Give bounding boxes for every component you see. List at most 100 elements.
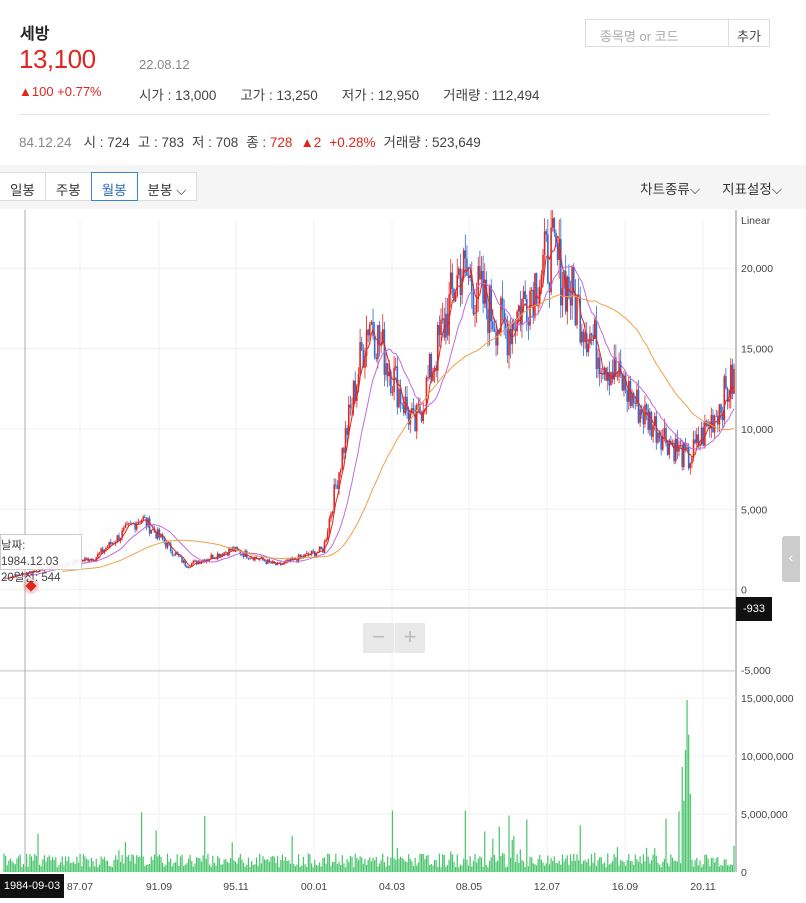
candle-body — [449, 272, 452, 295]
tab-weekly[interactable]: 주봉 — [44, 172, 92, 201]
volume-bar — [531, 857, 533, 872]
ma5-line — [8, 235, 735, 579]
candle-body — [106, 547, 109, 549]
volume-bar — [524, 866, 526, 872]
volume-bar — [681, 766, 683, 872]
tooltip-date: 날짜: 1984.12.03 — [1, 540, 59, 568]
candle-body — [527, 321, 530, 326]
volume-bar — [597, 860, 599, 872]
tab-daily[interactable]: 일봉 — [0, 172, 46, 201]
candle-body — [618, 361, 620, 377]
volume-bar — [255, 857, 258, 872]
candle-body — [286, 559, 289, 562]
volume-bar — [424, 859, 426, 872]
stock-chart[interactable]: 20,000 15,000 10,000 5,000 0 -5,000 Linear 87.0… — [0, 210, 806, 900]
volume-bar — [158, 854, 160, 872]
volume-bar — [194, 863, 196, 872]
volume-bar — [453, 861, 455, 872]
volume-bar — [367, 859, 369, 872]
volume-bar — [671, 857, 674, 872]
side-panel-toggle[interactable]: ‹ — [782, 536, 800, 582]
stock-search-input[interactable]: 종목명 or 코드 — [585, 19, 729, 47]
volume-bar — [370, 861, 373, 872]
volume-bar — [495, 861, 497, 872]
candle-body — [354, 380, 357, 402]
volume-bar — [140, 812, 143, 872]
volume-bar — [187, 858, 190, 872]
volume-bar — [450, 851, 452, 872]
volume-bar — [484, 831, 486, 872]
volume-bar — [430, 864, 432, 872]
volume-bar — [722, 865, 724, 872]
volume-bar — [590, 854, 593, 872]
candle-body — [708, 422, 711, 429]
volume-bar — [273, 856, 275, 872]
candle-body — [501, 297, 504, 310]
volume-bar — [113, 860, 115, 872]
volume-bar — [612, 860, 614, 872]
volume-bar — [688, 734, 690, 872]
volume-bar — [34, 854, 36, 872]
candle-body — [351, 407, 353, 409]
candle-body — [182, 560, 185, 563]
volume-bar — [526, 819, 528, 872]
volume-bar — [387, 856, 389, 872]
volume-bar — [51, 856, 54, 872]
tab-monthly[interactable]: 월봉 — [90, 172, 138, 201]
candle-body — [335, 484, 337, 486]
chart-type-dropdown[interactable]: 차트종류⌵ — [640, 182, 701, 197]
volume-bar — [335, 853, 337, 872]
volume-bar — [322, 858, 324, 872]
candle-body — [729, 364, 732, 400]
price-axis-label: 10,000 — [741, 424, 773, 436]
zoom-in-button[interactable]: + — [394, 623, 425, 653]
volume-bar — [610, 863, 612, 872]
add-button[interactable]: 추가 — [729, 19, 770, 47]
volume-bar — [605, 867, 607, 872]
volume-bar — [359, 856, 361, 872]
volume-bar — [658, 864, 661, 872]
candle-body — [592, 335, 594, 339]
candle-body — [627, 381, 630, 402]
volume-bar — [718, 866, 721, 872]
candle-body — [250, 557, 253, 559]
volume-bar — [212, 855, 214, 872]
candle-body — [331, 511, 334, 514]
candle-body — [221, 554, 224, 557]
candle-body — [398, 388, 400, 408]
volume-bar — [6, 865, 8, 872]
candle-body — [323, 541, 326, 553]
volume-bar — [76, 856, 78, 872]
candle-body — [623, 375, 625, 391]
volume-bar — [443, 855, 445, 872]
candle-body — [294, 557, 297, 560]
volume-bar — [103, 856, 105, 872]
candle-body — [597, 357, 599, 369]
volume-bar — [233, 860, 235, 872]
tab-minute[interactable]: 분봉 ⌵ — [136, 172, 198, 201]
volume-bar — [725, 859, 727, 872]
volume-bar — [476, 862, 478, 872]
candle-body — [572, 266, 575, 294]
volume-bar — [19, 854, 21, 872]
volume-bar — [665, 818, 667, 872]
volume-bar — [323, 857, 326, 872]
candle-body — [555, 232, 557, 244]
candle-body — [691, 458, 693, 464]
candle-body — [288, 559, 290, 562]
volume-bar — [53, 860, 55, 872]
candle-body — [602, 372, 604, 375]
indicator-settings-dropdown[interactable]: 지표설정⌵ — [722, 182, 782, 197]
candle-body — [111, 542, 114, 545]
candle-body — [378, 325, 381, 345]
volume-bar — [173, 862, 175, 872]
candle-body — [166, 542, 169, 548]
candle-body — [315, 553, 318, 557]
candle-body — [140, 519, 143, 523]
volume-bar — [357, 859, 360, 872]
candle-body — [595, 319, 598, 369]
zoom-out-button[interactable]: − — [372, 624, 385, 649]
volume-bar — [527, 866, 530, 872]
volume-bar — [464, 810, 466, 872]
candle-body — [215, 558, 217, 560]
